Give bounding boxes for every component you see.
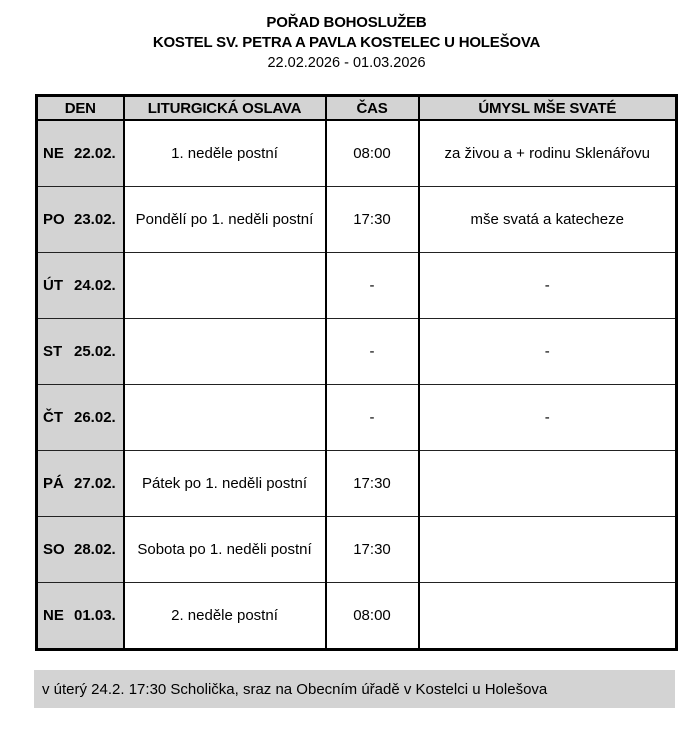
day-date: 28.02. [74,541,116,558]
liturgy-cell: Pátek po 1. neděli postní [122,450,326,517]
table-row: PÁ 27.02. Pátek po 1. neděli postní 17:30 [35,450,677,517]
day-abbr: PÁ [43,475,64,492]
intention-cell: mše svatá a katecheze [417,186,677,253]
time-cell: 08:00 [324,119,419,187]
column-header-day: DEN [35,95,124,121]
church-name: KOSTEL SV. PETRA A PAVLA KOSTELEC U HOLE… [152,34,541,51]
table-row: SO 28.02. Sobota po 1. neděli postní 17:30 [35,516,677,583]
liturgy-cell: 2. neděle postní [122,582,326,650]
day-abbr: ÚT [43,277,63,294]
day-abbr: ČT [43,409,63,426]
header-row: DEN LITURGICKÁ OSLAVA ČAS ÚMYSL MŠE SVAT… [35,95,677,121]
day-cell: ST 25.02. [35,318,124,385]
table-row: NE 22.02. 1. neděle postní 08:00 za živou a … [35,119,677,187]
footer-note-text: v úterý 24.2. 17:30 Scholička, sraz na O… [42,680,548,698]
time-cell: - [324,384,419,451]
schedule-table: DEN LITURGICKÁ OSLAVA ČAS ÚMYSL MŠE SVAT… [35,94,678,651]
day-abbr: SO [43,541,65,558]
table-row: NE 01.03. 2. neděle postní 08:00 [35,582,677,650]
column-header-intention: ÚMYSL MŠE SVATÉ [417,95,677,121]
day-date: 26.02. [74,409,116,426]
time-cell: - [324,252,419,319]
day-cell: PO 23.02. [35,186,124,253]
day-date: 01.03. [74,607,116,624]
day-date: 27.02. [74,475,116,492]
liturgy-cell [122,384,326,451]
table-row: ST 25.02. - - [35,318,677,385]
day-date: 23.02. [74,211,116,228]
footer-note-box: v úterý 24.2. 17:30 Scholička, sraz na O… [34,670,675,708]
day-cell: SO 28.02. [35,516,124,583]
intention-cell: za živou a + rodinu Sklenářovu [417,119,677,187]
time-cell: - [324,318,419,385]
intention-cell [417,516,677,583]
liturgy-cell [122,252,326,319]
liturgy-cell: Pondělí po 1. neděli postní [122,186,326,253]
schedule-table-body: NE 22.02. 1. neděle postní 08:00 za živou a … [35,119,677,650]
day-date: 25.02. [74,343,116,360]
time-cell: 17:30 [324,516,419,583]
table-row: ČT 26.02. - - [35,384,677,451]
table-row: ÚT 24.02. - - [35,252,677,319]
intention-cell: - [417,384,677,451]
liturgy-cell: Sobota po 1. neděli postní [122,516,326,583]
day-date: 24.02. [74,277,116,294]
time-cell: 17:30 [324,186,419,253]
intention-cell [417,450,677,517]
day-abbr: PO [43,211,65,228]
column-header-time: ČAS [324,95,419,121]
liturgy-cell [122,318,326,385]
page-title: POŘAD BOHOSLUŽEB [266,14,427,31]
schedule-table-header: DEN LITURGICKÁ OSLAVA ČAS ÚMYSL MŠE SVAT… [35,95,677,121]
day-cell: PÁ 27.02. [35,450,124,517]
day-date: 22.02. [74,145,116,162]
intention-cell [417,582,677,650]
day-abbr: ST [43,343,63,360]
table-row: PO 23.02. Pondělí po 1. neděli postní 17:30… [35,186,677,253]
time-cell: 17:30 [324,450,419,517]
day-cell: ČT 26.02. [35,384,124,451]
document-header: POŘAD BOHOSLUŽEB KOSTEL SV. PETRA A PAVL… [0,0,693,74]
day-cell: NE 22.02. [35,119,124,187]
column-header-liturgy: LITURGICKÁ OSLAVA [122,95,326,121]
week-date-range: 22.02.2026 - 01.03.2026 [267,55,426,71]
liturgy-cell: 1. neděle postní [122,119,326,187]
intention-cell: - [417,318,677,385]
time-cell: 08:00 [324,582,419,650]
day-abbr: NE [43,145,64,162]
intention-cell: - [417,252,677,319]
day-abbr: NE [43,607,64,624]
day-cell: NE 01.03. [35,582,124,650]
day-cell: ÚT 24.02. [35,252,124,319]
